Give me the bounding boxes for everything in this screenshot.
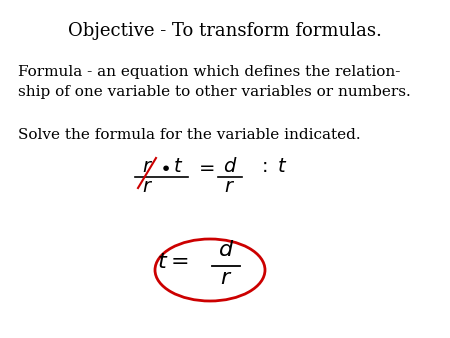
Text: $r$: $r$ [220, 267, 232, 289]
Text: $=$: $=$ [195, 158, 215, 176]
Text: $d$: $d$ [223, 157, 237, 176]
Text: $\bullet$: $\bullet$ [158, 158, 170, 176]
Text: $r$: $r$ [143, 178, 153, 196]
Text: $t$: $t$ [173, 158, 183, 176]
Text: Formula - an equation which defines the relation-: Formula - an equation which defines the … [18, 65, 400, 79]
Text: $r$: $r$ [143, 158, 153, 176]
Text: $: \; t$: $: \; t$ [258, 158, 288, 176]
Text: Objective - To transform formulas.: Objective - To transform formulas. [68, 22, 382, 40]
Text: $d$: $d$ [218, 239, 234, 261]
Text: $r$: $r$ [225, 178, 235, 196]
Text: $t =$: $t =$ [157, 251, 188, 273]
Text: Solve the formula for the variable indicated.: Solve the formula for the variable indic… [18, 128, 360, 142]
Text: ship of one variable to other variables or numbers.: ship of one variable to other variables … [18, 85, 411, 99]
